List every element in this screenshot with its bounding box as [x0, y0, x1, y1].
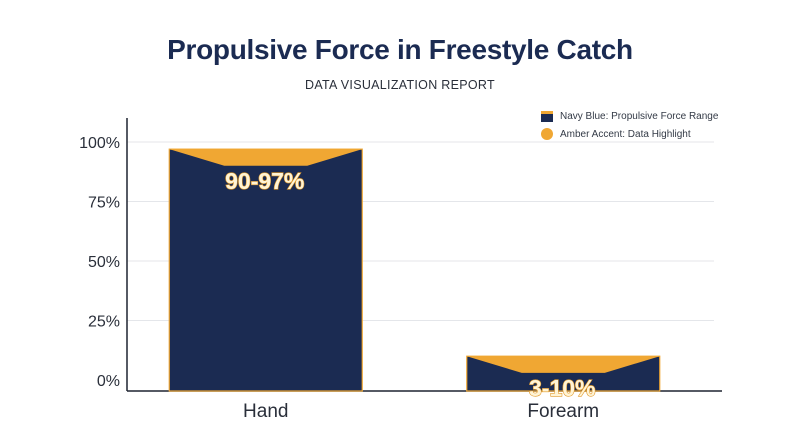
y-tick-label: 25%	[88, 314, 120, 331]
legend-item-amber: Amber Accent: Data Highlight	[541, 125, 718, 143]
chart-title: Propulsive Force in Freestyle Catch	[167, 34, 633, 65]
data-label-hand: 90-97%	[225, 168, 304, 194]
legend: Navy Blue: Propulsive Force Range Amber …	[541, 107, 718, 143]
x-tick-label-hand: Hand	[243, 401, 288, 422]
bar-hand	[168, 148, 363, 392]
legend-item-navy: Navy Blue: Propulsive Force Range	[541, 107, 718, 125]
chart-subtitle: DATA VISUALIZATION REPORT	[305, 78, 495, 92]
bar-range-accent-hand	[169, 149, 363, 166]
x-tick-label-forearm: Forearm	[527, 401, 599, 422]
legend-swatch-amber	[541, 128, 553, 140]
legend-label-navy: Navy Blue: Propulsive Force Range	[560, 110, 719, 122]
bar-range-accent-forearm	[466, 356, 660, 373]
y-tick-label: 75%	[88, 195, 120, 212]
y-tick-label: 0%	[97, 373, 120, 390]
legend-swatch-navy	[541, 110, 553, 122]
legend-label-amber: Amber Accent: Data Highlight	[560, 128, 691, 140]
y-tick-label: 50%	[88, 254, 120, 271]
y-tick-label: 100%	[79, 135, 120, 152]
data-label-forearm: 3-10%	[529, 375, 595, 401]
